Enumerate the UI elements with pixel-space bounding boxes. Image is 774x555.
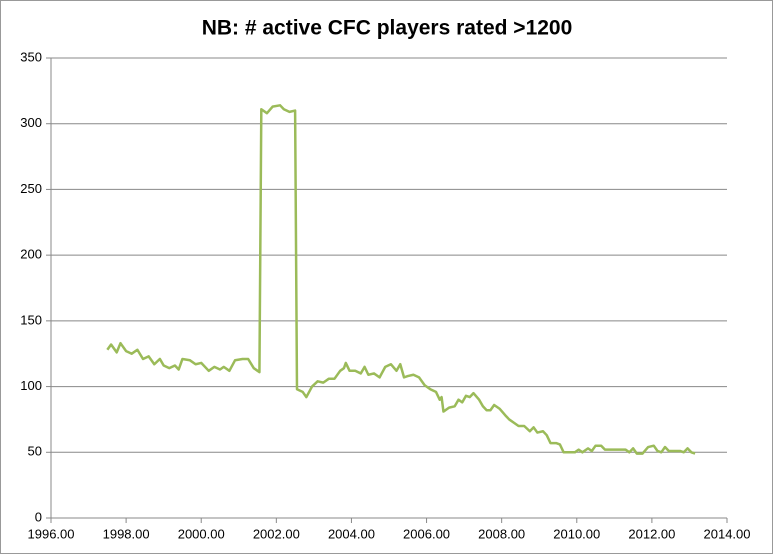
x-tick-label: 2000.00 [178, 526, 225, 541]
y-tick-label: 200 [20, 247, 42, 262]
data-line [106, 104, 696, 455]
x-tick-label: 1998.00 [103, 526, 150, 541]
x-tick-label: 2012.00 [628, 526, 675, 541]
y-tick-label: 0 [35, 509, 42, 524]
y-tick-label: 100 [20, 378, 42, 393]
x-tick-label: 2002.00 [253, 526, 300, 541]
x-tick-label: 2010.00 [553, 526, 600, 541]
x-tick-label: 2008.00 [478, 526, 525, 541]
chart-title: NB: # active CFC players rated >1200 [202, 17, 573, 40]
x-tick-label: 1996.00 [28, 526, 75, 541]
y-tick-label: 350 [20, 49, 42, 64]
y-tick-label: 250 [20, 181, 42, 196]
y-tick-label: 300 [20, 115, 42, 130]
x-tick-label: 2006.00 [403, 526, 450, 541]
y-tick-label: 150 [20, 312, 42, 327]
y-tick-label: 50 [28, 444, 42, 459]
x-tick-label: 2004.00 [328, 526, 375, 541]
x-tick-label: 2014.00 [704, 526, 751, 541]
